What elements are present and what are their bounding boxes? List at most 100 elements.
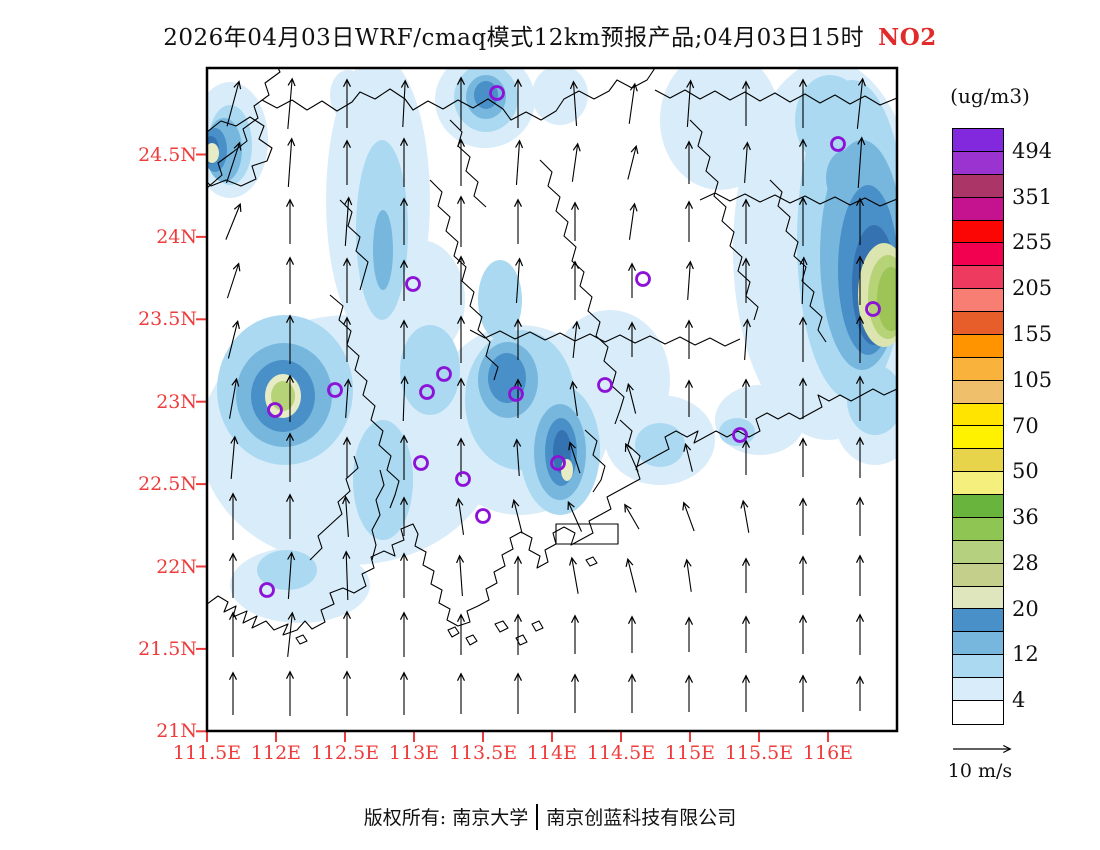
wind-arrow <box>568 502 583 532</box>
y-axis-label: 21N <box>156 720 197 743</box>
pollutant-label: NO2 <box>878 24 937 51</box>
concentration-contours <box>207 68 897 623</box>
city-marker <box>732 427 748 443</box>
wind-arrow <box>287 79 292 129</box>
y-axis-label: 22.5N <box>138 473 197 496</box>
legend-color-cell <box>953 609 1003 633</box>
legend-color-cell <box>953 563 1003 587</box>
wind-arrow <box>346 380 349 418</box>
city-marker <box>830 136 846 152</box>
wind-arrow <box>573 322 577 358</box>
axis-ticks-layer <box>196 153 829 742</box>
copyright-footer: 版权所有: 南京大学 南京创蓝科技有限公司 <box>0 803 1100 830</box>
border-line <box>539 159 625 425</box>
border-line <box>371 469 385 561</box>
city-marker <box>508 386 524 402</box>
wind-arrow <box>684 503 695 532</box>
wind-arrow <box>573 82 576 126</box>
city-marker <box>550 455 566 471</box>
legend-color-cell <box>953 449 1003 473</box>
legend-value-label: 12 <box>1012 642 1039 667</box>
color-legend-bar <box>952 128 1004 725</box>
wind-arrow <box>346 552 348 601</box>
x-axis-label: 115E <box>664 742 716 764</box>
legend-color-cell <box>953 403 1003 427</box>
legend-color-cell <box>953 495 1003 518</box>
x-axis-label: 111.5E <box>172 742 242 764</box>
wind-arrow <box>628 84 635 124</box>
x-axis-label: 112E <box>250 742 302 764</box>
wind-arrow <box>572 558 579 594</box>
footer-left: 版权所有: 南京大学 <box>363 807 529 829</box>
legend-color-cell <box>953 632 1003 656</box>
wind-arrow <box>226 264 238 299</box>
legend-value-label: 255 <box>1012 230 1053 255</box>
wind-arrow <box>688 262 691 300</box>
wind-arrow <box>516 141 519 185</box>
wind-arrow <box>743 501 750 533</box>
border-line <box>261 68 656 121</box>
legend-value-label: 50 <box>1012 459 1039 484</box>
x-axis-label: 115.5E <box>724 742 794 764</box>
wind-arrow <box>571 144 577 182</box>
wind-arrow <box>287 613 293 657</box>
y-axis-label: 22N <box>156 555 197 578</box>
wind-arrow <box>627 147 636 180</box>
wind-arrow <box>227 322 237 359</box>
legend-color-cell <box>953 678 1003 701</box>
legend-color-cell <box>953 540 1003 564</box>
legend-value-label: 155 <box>1012 321 1053 346</box>
border-line <box>654 89 897 106</box>
legend-value-label: 70 <box>1012 413 1039 438</box>
page-title: 2026年04月03日WRF/cmaq模式12km预报产品;04月03日15时 N… <box>0 18 1100 52</box>
city-marker <box>413 455 429 471</box>
y-axis-label: 24N <box>156 225 197 248</box>
x-axis-label: 113.5E <box>448 742 518 764</box>
legend-color-cell <box>953 197 1003 221</box>
border-line <box>207 68 281 189</box>
wind-arrow <box>686 444 693 472</box>
inset-box <box>555 523 619 545</box>
wind-arrow <box>625 505 640 530</box>
x-axis-label: 112.5E <box>310 742 380 764</box>
legend-unit-label: (ug/m3) <box>950 84 1030 108</box>
legend-color-cell <box>953 357 1003 381</box>
wind-arrow <box>628 560 637 593</box>
x-axis-label: 113E <box>388 742 440 764</box>
wind-arrow <box>228 379 237 419</box>
x-axis-label: 116E <box>802 742 854 764</box>
wind-arrow <box>856 79 862 129</box>
legend-color-cell <box>953 517 1003 541</box>
city-marker <box>597 377 613 393</box>
city-marker <box>405 276 421 292</box>
city-marker <box>327 382 343 398</box>
wind-arrow <box>345 198 348 246</box>
wind-arrow <box>802 258 804 305</box>
y-axis-label: 21.5N <box>138 637 197 660</box>
wind-arrow <box>687 560 692 592</box>
wind-arrow <box>514 501 523 534</box>
legend-value-label: 28 <box>1012 550 1039 575</box>
legend-value-label: 105 <box>1012 367 1053 392</box>
x-axis-label: 114.5E <box>586 742 656 764</box>
wind-arrow <box>225 204 240 240</box>
wind-arrow <box>858 138 861 188</box>
legend-color-cell <box>953 334 1003 358</box>
legend-color-cell <box>953 655 1003 678</box>
title-text: 2026年04月03日WRF/cmaq模式12km预报产品;04月03日15时 <box>163 25 865 51</box>
wind-arrow <box>573 382 578 416</box>
border-line <box>429 179 499 381</box>
wind-arrow <box>288 553 291 599</box>
city-marker <box>419 384 435 400</box>
wind-arrow <box>745 320 748 360</box>
legend-color-cell <box>953 174 1003 198</box>
wind-arrow <box>517 440 520 476</box>
wind-arrow <box>687 81 690 127</box>
footer-right: 南京创蓝科技有限公司 <box>546 807 737 829</box>
wind-arrow <box>403 377 405 422</box>
wind-arrow <box>626 444 639 472</box>
legend-value-label: 351 <box>1012 184 1053 209</box>
wind-arrow <box>628 384 637 414</box>
legend-color-cell <box>953 129 1003 152</box>
